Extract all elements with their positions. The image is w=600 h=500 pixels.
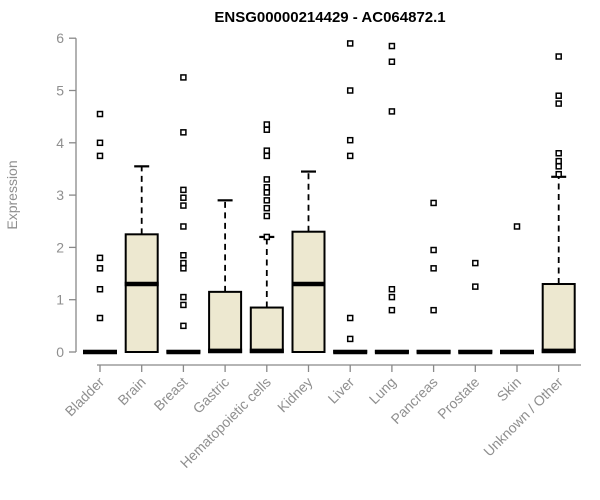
outlier-point — [180, 129, 187, 136]
outlier-point — [263, 147, 271, 154]
outlier-point — [180, 293, 187, 301]
outlier-point — [180, 301, 187, 309]
outlier-point — [96, 110, 104, 118]
outlier-point — [388, 58, 396, 65]
outlier-point — [263, 176, 271, 183]
outlier-point — [180, 265, 187, 272]
x-category-label: Lung — [366, 374, 399, 407]
outlier-point — [388, 306, 396, 314]
outlier-point — [555, 150, 562, 157]
x-category-label: Unknown / Other — [480, 374, 566, 460]
outlier-point — [180, 259, 187, 267]
outlier-point — [430, 265, 437, 272]
outlier-point — [430, 199, 437, 207]
outlier-point — [180, 251, 187, 259]
outlier-point — [263, 121, 271, 128]
y-tick-label: 1 — [56, 292, 64, 308]
outlier-point — [388, 108, 396, 115]
outlier-point — [555, 170, 562, 178]
outlier-point — [96, 254, 104, 262]
outlier-point — [346, 136, 354, 144]
outlier-point — [555, 53, 562, 60]
x-category-label: Skin — [494, 374, 525, 405]
outlier-point — [96, 285, 104, 293]
x-category-label: Kidney — [274, 374, 316, 416]
outlier-point — [555, 157, 562, 165]
outlier-point — [263, 184, 271, 191]
box-unknown-other — [541, 283, 576, 354]
outlier-point — [180, 194, 187, 201]
outlier-point — [346, 40, 354, 47]
x-category-label: Brain — [114, 374, 148, 408]
x-category-label: Breast — [151, 374, 191, 414]
y-tick-label: 0 — [56, 344, 64, 360]
outlier-point — [180, 186, 187, 194]
outlier-point — [346, 87, 354, 94]
x-category-label: Liver — [325, 374, 358, 407]
y-tick-label: 2 — [56, 239, 64, 255]
outlier-point — [346, 152, 354, 160]
outlier-point — [388, 293, 396, 301]
y-tick-label: 3 — [56, 187, 64, 203]
outlier-point — [96, 152, 104, 160]
outlier-point — [555, 92, 562, 99]
outlier-point — [555, 100, 562, 107]
outlier-point — [263, 152, 271, 160]
outlier-point — [513, 223, 521, 230]
outlier-point — [346, 335, 354, 343]
outlier-point — [180, 322, 187, 330]
outlier-point — [180, 202, 187, 209]
y-tick-label: 4 — [56, 135, 64, 151]
x-category-label: Prostate — [434, 374, 482, 422]
outlier-point — [263, 233, 271, 241]
outlier-point — [263, 189, 271, 196]
outlier-point — [388, 285, 396, 293]
outlier-point — [263, 212, 271, 220]
outlier-point — [263, 126, 271, 133]
outlier-point — [430, 246, 437, 254]
box-kidney — [291, 230, 326, 354]
chart-title: ENSG00000214429 - AC064872.1 — [214, 9, 445, 26]
y-tick-label: 6 — [56, 30, 64, 46]
outlier-point — [263, 197, 271, 204]
box-gastric — [208, 290, 243, 354]
outlier-point — [346, 314, 354, 322]
outlier-point — [180, 223, 187, 230]
outlier-point — [430, 306, 437, 314]
outlier-point — [472, 259, 479, 267]
outlier-point — [388, 42, 396, 50]
y-axis-label: Expression — [4, 160, 20, 229]
outlier-point — [555, 163, 562, 170]
outlier-point — [96, 314, 104, 322]
box-brain — [124, 233, 159, 353]
outlier-point — [180, 74, 187, 81]
outlier-point — [96, 139, 104, 147]
outlier-point — [263, 204, 271, 212]
y-tick-label: 5 — [56, 83, 64, 99]
box-hematopoietic-cells — [249, 306, 284, 354]
outlier-point — [96, 265, 104, 272]
outlier-point — [472, 283, 479, 290]
x-category-label: Bladder — [62, 374, 108, 420]
